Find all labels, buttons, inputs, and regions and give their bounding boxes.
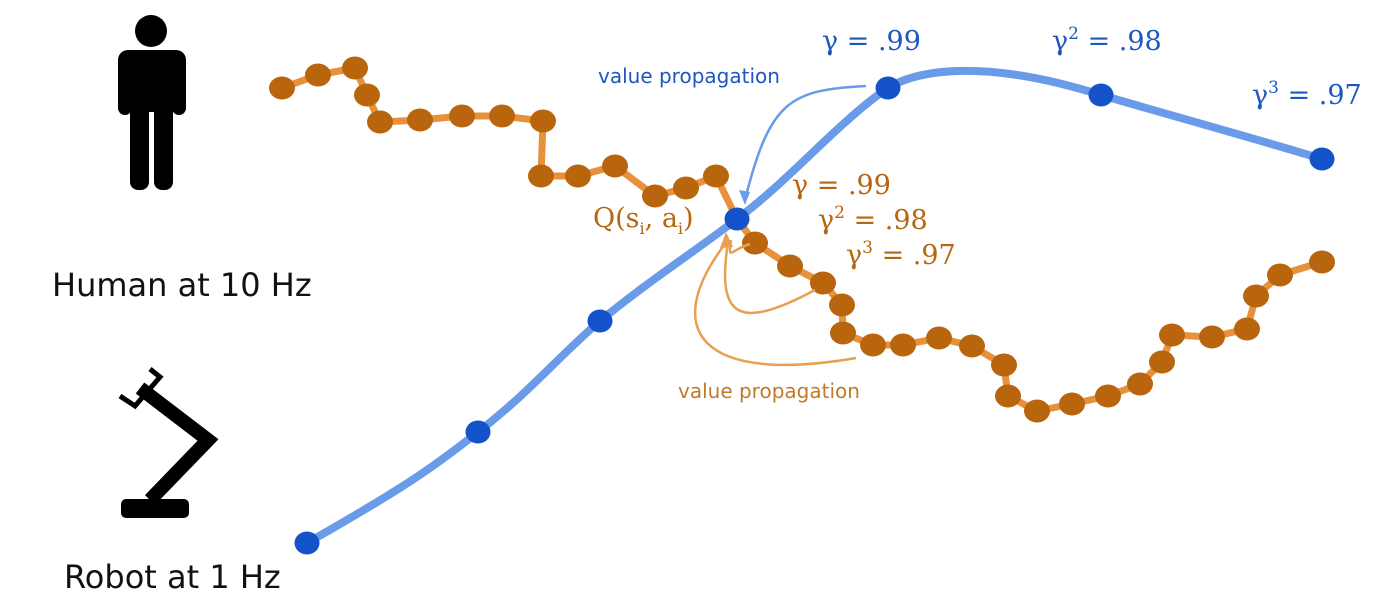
human-waypoint (642, 184, 668, 208)
robot-discount-2: γ2 = .98 (1052, 24, 1162, 57)
robot-waypoint (587, 309, 613, 333)
human-waypoint (1309, 250, 1335, 274)
q-value-label: Q(si, ai) (593, 203, 694, 238)
human-waypoint (1095, 384, 1121, 408)
human-rate-label: Human at 10 Hz (52, 266, 312, 304)
human-waypoint (1159, 323, 1185, 347)
human-waypoint (1267, 263, 1293, 287)
human-waypoint (1127, 372, 1153, 396)
human-waypoint (1243, 284, 1269, 308)
human-waypoint (1024, 399, 1050, 423)
human-waypoint (829, 293, 855, 317)
human-waypoint (1149, 350, 1175, 374)
robot-waypoint (1309, 147, 1335, 171)
human-figure-icon (118, 15, 186, 190)
human-waypoint (528, 164, 554, 188)
robot-discount-3: γ3 = .97 (1252, 78, 1362, 111)
human-waypoint (354, 83, 380, 107)
human-waypoint (1234, 317, 1260, 341)
human-waypoint (830, 321, 856, 345)
human-waypoint (367, 110, 393, 134)
robot-value-propagation-label: value propagation (598, 64, 780, 88)
robot-rate-label: Robot at 1 Hz (64, 558, 281, 596)
human-waypoint (449, 104, 475, 128)
human-discount-2: γ2 = .98 (818, 203, 928, 236)
human-value-propagation-label: value propagation (678, 379, 860, 403)
human-waypoint (777, 254, 803, 278)
robot-value-propagation-arrow (743, 84, 867, 201)
robot-waypoint (875, 76, 901, 100)
robot-waypoint (724, 207, 750, 231)
human-waypoint (703, 164, 729, 188)
human-waypoint (1199, 325, 1225, 349)
human-discount-3: γ3 = .97 (846, 238, 956, 271)
robot-arrowhead (739, 190, 750, 205)
human-waypoint (305, 63, 331, 87)
human-waypoint (530, 109, 556, 133)
human-waypoint (565, 164, 591, 188)
robot-waypoint (465, 420, 491, 444)
human-waypoint (810, 271, 836, 295)
robot-arm-icon (118, 367, 219, 518)
human-waypoint (673, 176, 699, 200)
human-waypoint (489, 104, 515, 128)
human-waypoints (269, 56, 1335, 423)
human-arrowhead (720, 232, 733, 248)
human-waypoint (959, 334, 985, 358)
human-waypoint (890, 333, 916, 357)
robot-trajectory-line (303, 66, 1326, 547)
human-waypoint (342, 56, 368, 80)
human-waypoint (742, 231, 768, 255)
human-waypoint (602, 154, 628, 178)
human-waypoint (991, 353, 1017, 377)
human-waypoint (926, 326, 952, 350)
human-waypoint (269, 76, 295, 100)
robot-waypoints (294, 76, 1335, 555)
human-waypoint (860, 333, 886, 357)
robot-waypoint (1088, 83, 1114, 107)
human-discount-1: γ = .99 (792, 170, 891, 201)
robot-discount-1: γ = .99 (822, 26, 921, 57)
robot-waypoint (294, 531, 320, 555)
human-waypoint (995, 384, 1021, 408)
human-waypoint (1059, 392, 1085, 416)
human-waypoint (407, 108, 433, 132)
